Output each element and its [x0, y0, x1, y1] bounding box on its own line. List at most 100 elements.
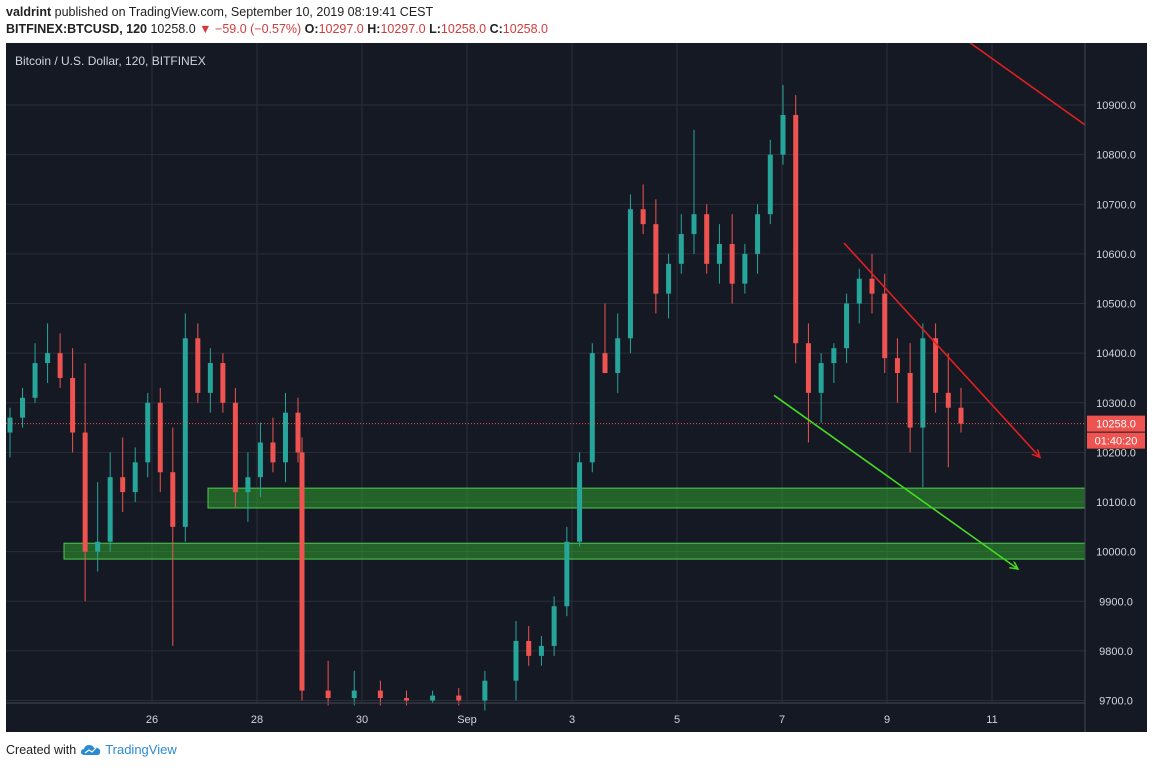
open-value: 10297.0 — [318, 22, 364, 36]
candle-body — [32, 363, 38, 398]
chart-area[interactable]: 10900.0 10800.0 10700.0 10600.0 10500.0 10400… — [6, 24, 1147, 732]
low-value: 10258.0 — [440, 22, 487, 36]
candle-body — [653, 224, 659, 294]
candle-body — [780, 114, 786, 155]
candle-body — [678, 234, 684, 264]
author-name[interactable]: valdrint — [6, 5, 52, 19]
trend-lines — [773, 24, 1086, 569]
candle-body — [107, 477, 113, 542]
last-price-label: 10258.0 — [1096, 419, 1136, 431]
candle-body — [933, 338, 939, 393]
support-zone — [207, 487, 1086, 509]
candle-body — [945, 392, 951, 408]
candle-body — [564, 541, 570, 607]
candle-body — [704, 214, 710, 264]
candle-body — [767, 154, 773, 215]
published-text: published on TradingView.com, September … — [54, 5, 434, 19]
candle-body — [404, 698, 409, 701]
candle-body — [145, 402, 151, 463]
symbol-label: BITFINEX:BTCUSD, 120 — [6, 22, 147, 36]
tradingview-logo[interactable]: TradingView — [80, 742, 177, 757]
last-price: 10258.0 — [150, 22, 196, 36]
candle-body — [882, 293, 888, 359]
candle-body — [627, 209, 633, 339]
candle-body — [538, 645, 544, 656]
x-tick-label: Sep — [457, 714, 477, 726]
x-tick-label: 3 — [569, 714, 575, 726]
candle-body — [513, 640, 519, 681]
candle-body — [482, 680, 488, 701]
candle-body — [793, 114, 799, 344]
x-tick-label: 9 — [884, 714, 890, 726]
y-tick-label: 10900.0 — [1096, 100, 1136, 112]
candle-body — [220, 363, 226, 403]
x-tick-label: 7 — [779, 714, 785, 726]
open-label: O: — [304, 22, 319, 36]
red-trend-line — [843, 242, 1040, 457]
candle-body — [132, 462, 138, 493]
x-tick-label: 30 — [356, 714, 368, 726]
tradingview-cloud-icon — [81, 744, 101, 755]
candle-body — [232, 402, 238, 493]
candle-body — [818, 363, 824, 393]
high-label: H: — [367, 22, 381, 36]
y-tick-label: 10700.0 — [1096, 199, 1136, 211]
candle-body — [57, 353, 63, 378]
candle-body — [602, 353, 608, 373]
candle-body — [805, 343, 811, 393]
x-tick-label: 28 — [251, 714, 263, 726]
price-chart-svg[interactable]: 10900.0 10800.0 10700.0 10600.0 10500.0 10400… — [6, 24, 1147, 732]
support-zone — [63, 542, 1086, 560]
candle-body — [70, 377, 76, 433]
y-tick-label: 9800.0 — [1099, 646, 1133, 658]
ohlc-line: BITFINEX:BTCUSD, 120 10258.0 ▼ −59.0 (−0… — [6, 22, 548, 36]
candle-body — [577, 462, 583, 542]
candle-body — [377, 690, 383, 699]
candle-body — [270, 442, 276, 463]
created-with-text: Created with — [6, 742, 77, 757]
candle-body — [299, 452, 305, 691]
down-triangle-icon: ▼ — [199, 22, 212, 36]
candles — [7, 85, 964, 711]
red-trend-line — [945, 24, 1086, 126]
candle-body — [351, 690, 357, 699]
candle-body — [45, 353, 51, 364]
candle-body — [691, 214, 697, 235]
close-label: C: — [489, 22, 503, 36]
candle-body — [325, 690, 331, 699]
publish-line: valdrint published on TradingView.com, S… — [6, 5, 433, 19]
y-tick-label: 10300.0 — [1096, 398, 1136, 410]
candle-body — [894, 358, 900, 373]
y-tick-label: 10500.0 — [1096, 299, 1136, 311]
candle-body — [157, 402, 163, 473]
candle-body — [844, 303, 850, 349]
time-axis[interactable]: 26 28 30 Sep 3 5 7 9 11 — [146, 714, 998, 726]
candle-body — [245, 477, 251, 493]
tradingview-brand: TradingView — [105, 742, 177, 757]
candle-body — [430, 695, 436, 701]
candle-body — [195, 338, 201, 393]
candle-body — [7, 417, 13, 433]
candle-body — [755, 214, 761, 254]
price-axis[interactable]: 10900.0 10800.0 10700.0 10600.0 10500.0 10400… — [1096, 100, 1136, 707]
support-zones — [63, 487, 1086, 560]
candle-body — [120, 477, 126, 493]
y-tick-label: 10100.0 — [1096, 497, 1136, 509]
high-value: 10297.0 — [380, 22, 426, 36]
y-tick-label: 10000.0 — [1096, 547, 1136, 559]
candle-body — [907, 373, 913, 428]
candle-body — [207, 363, 213, 393]
green-trend-line — [773, 394, 1018, 569]
x-tick-label: 11 — [986, 714, 997, 726]
chart-title: Bitcoin / U.S. Dollar, 120, BITFINEX — [15, 54, 206, 68]
last-price-tag: 10258.0 — [1087, 415, 1145, 432]
candle-body — [742, 253, 748, 284]
candle-body — [958, 407, 964, 424]
candle-body — [20, 397, 26, 418]
candle-body — [182, 338, 188, 527]
candle-body — [170, 472, 176, 527]
candle-body — [456, 695, 462, 701]
candle-body — [729, 243, 735, 284]
candle-body — [831, 348, 837, 364]
candle-body — [282, 412, 288, 463]
